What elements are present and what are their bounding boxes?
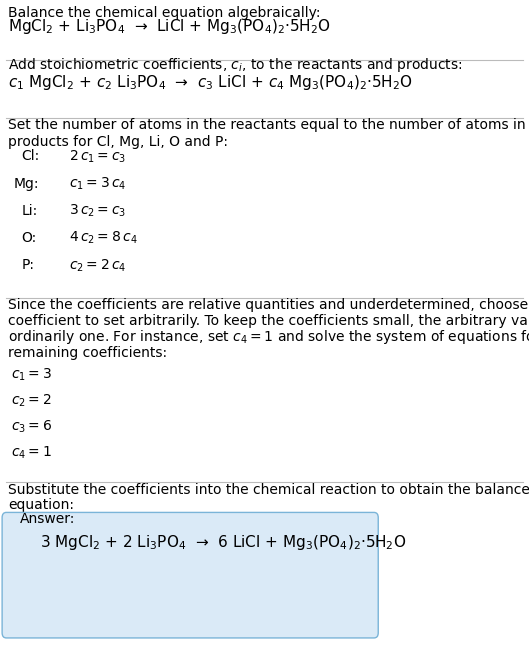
Text: Mg:: Mg: — [13, 177, 39, 191]
Text: Balance the chemical equation algebraically:: Balance the chemical equation algebraica… — [8, 6, 321, 20]
FancyBboxPatch shape — [2, 512, 378, 638]
Text: $c_2 = 2\,c_4$: $c_2 = 2\,c_4$ — [69, 257, 126, 274]
Text: $c_1 = 3\,c_4$: $c_1 = 3\,c_4$ — [69, 175, 126, 192]
Text: equation:: equation: — [8, 498, 74, 512]
Text: $c_4 = 1$: $c_4 = 1$ — [11, 444, 51, 461]
Text: products for Cl, Mg, Li, O and P:: products for Cl, Mg, Li, O and P: — [8, 135, 228, 149]
Text: P:: P: — [21, 258, 34, 272]
Text: Answer:: Answer: — [20, 512, 75, 526]
Text: $c_3 = 6$: $c_3 = 6$ — [11, 418, 52, 435]
Text: MgCl$_2$ + Li$_3$PO$_4$  →  LiCl + Mg$_3$(PO$_4$)$_2$·5H$_2$O: MgCl$_2$ + Li$_3$PO$_4$ → LiCl + Mg$_3$(… — [8, 17, 331, 36]
Text: $4\,c_2 = 8\,c_4$: $4\,c_2 = 8\,c_4$ — [69, 230, 138, 247]
Text: Li:: Li: — [21, 204, 38, 218]
Text: $c_1$ MgCl$_2$ + $c_2$ Li$_3$PO$_4$  →  $c_3$ LiCl + $c_4$ Mg$_3$(PO$_4$)$_2$·5H: $c_1$ MgCl$_2$ + $c_2$ Li$_3$PO$_4$ → $c… — [8, 72, 413, 92]
Text: remaining coefficients:: remaining coefficients: — [8, 346, 167, 360]
Text: $c_1 = 3$: $c_1 = 3$ — [11, 366, 51, 383]
Text: O:: O: — [21, 231, 37, 245]
Text: Substitute the coefficients into the chemical reaction to obtain the balanced: Substitute the coefficients into the che… — [8, 483, 529, 497]
Text: Cl:: Cl: — [21, 149, 39, 164]
Text: $c_2 = 2$: $c_2 = 2$ — [11, 392, 51, 409]
Text: Add stoichiometric coefficients, $c_i$, to the reactants and products:: Add stoichiometric coefficients, $c_i$, … — [8, 56, 462, 74]
Text: ordinarily one. For instance, set $c_4 = 1$ and solve the system of equations fo: ordinarily one. For instance, set $c_4 =… — [8, 328, 529, 346]
Text: Since the coefficients are relative quantities and underdetermined, choose a: Since the coefficients are relative quan… — [8, 298, 529, 312]
Text: coefficient to set arbitrarily. To keep the coefficients small, the arbitrary va: coefficient to set arbitrarily. To keep … — [8, 314, 529, 328]
Text: $3\,c_2 = c_3$: $3\,c_2 = c_3$ — [69, 203, 126, 219]
Text: 3 MgCl$_2$ + 2 Li$_3$PO$_4$  →  6 LiCl + Mg$_3$(PO$_4$)$_2$·5H$_2$O: 3 MgCl$_2$ + 2 Li$_3$PO$_4$ → 6 LiCl + M… — [40, 532, 406, 552]
Text: Set the number of atoms in the reactants equal to the number of atoms in the: Set the number of atoms in the reactants… — [8, 118, 529, 133]
Text: $2\,c_1 = c_3$: $2\,c_1 = c_3$ — [69, 148, 126, 165]
